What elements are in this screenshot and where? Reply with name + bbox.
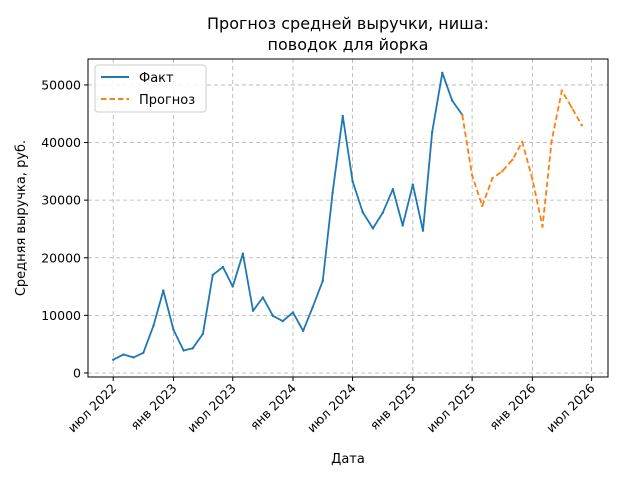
x-tick-label: июл 2023 [184,381,239,436]
legend: Факт Прогноз [94,64,207,113]
data-point [201,332,205,335]
y-tick-label: 40000 [41,135,81,150]
x-tick-label: янв 2024 [247,380,299,432]
data-point [570,106,573,109]
chart-title-line-2: поводок для йорка [268,35,429,54]
x-tick-label: июл 2022 [65,381,120,436]
x-tick-label: июл 2025 [423,381,478,436]
data-point [541,225,544,228]
data-point [351,179,354,183]
data-point [341,114,344,118]
data-point [122,353,125,356]
data-point [301,329,305,333]
data-point [391,187,395,191]
plot-frame [87,58,609,378]
x-tick-label: янв 2023 [127,381,179,433]
data-point [550,139,553,143]
data-point [132,356,135,359]
data-point [251,309,255,312]
series-line-forecast [461,89,583,228]
series-line-fact [112,71,464,361]
data-point [311,306,314,309]
data-point [461,113,464,117]
legend-label-fact: Факт [139,71,174,86]
data-point [560,89,564,92]
data-point [321,279,324,282]
data-point [331,191,334,194]
data-point [261,296,265,299]
data-point [450,99,454,102]
data-point [231,285,234,288]
data-point [501,170,504,173]
data-point [430,130,434,134]
x-tick-label: янв 2025 [367,381,419,433]
x-axis-label: Дата [331,452,365,467]
data-point [511,158,514,162]
data-point [361,211,364,214]
x-tick-label: янв 2026 [486,380,538,432]
data-point [421,229,425,232]
y-tick-label: 10000 [41,308,81,323]
x-tick-label: июл 2024 [304,380,359,435]
y-axis-label: Средняя выручка, руб. [14,140,29,296]
x-tick-label: июл 2026 [543,380,598,435]
data-point [182,349,185,352]
data-point [162,289,165,292]
data-point [521,140,524,144]
data-point [152,324,155,327]
chart-title-line-1: Прогноз средней выручки, ниша: [207,14,489,33]
series-layer [112,71,584,361]
data-point [491,177,494,180]
data-point [580,124,584,127]
data-point [381,211,384,215]
data-point [142,351,145,355]
y-tick-label: 50000 [41,77,81,92]
data-point [191,346,194,350]
data-point [291,311,295,314]
legend-label-forecast: Прогноз [139,93,195,108]
data-point [481,204,484,208]
data-point [221,265,225,269]
y-tick-label: 0 [73,365,81,380]
data-point [172,328,175,331]
y-axis: 0 10000 20000 30000 40000 50000 [41,77,88,380]
y-tick-label: 30000 [41,193,81,208]
data-point [241,252,245,255]
data-point [281,319,285,323]
data-point [211,273,214,277]
y-tick-label: 20000 [41,250,81,265]
data-point [112,358,115,361]
data-point [271,314,275,318]
data-point [470,174,474,177]
data-point [531,177,534,181]
data-point [371,227,375,230]
data-point [441,71,444,75]
x-axis: июл 2022 янв 2023 июл 2023 янв 2024 июл 2024… [65,377,598,435]
data-point [401,224,404,227]
data-point [411,183,415,186]
